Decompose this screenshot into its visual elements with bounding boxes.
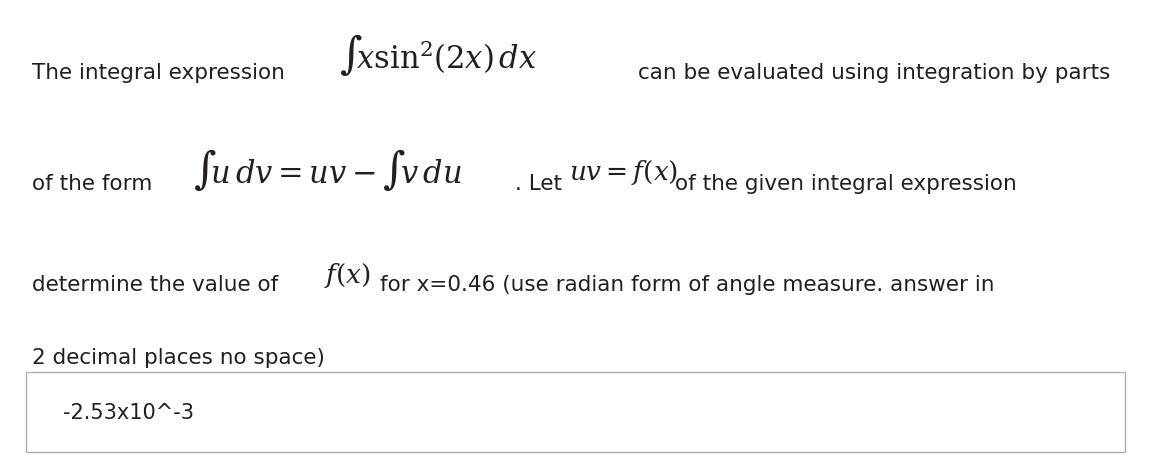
- Text: of the form: of the form: [32, 174, 153, 194]
- FancyBboxPatch shape: [26, 372, 1125, 452]
- Text: of the given integral expression: of the given integral expression: [675, 174, 1017, 194]
- Text: determine the value of: determine the value of: [32, 274, 278, 295]
- Text: $\int\! u\,dv = uv - \int\! v\,du$: $\int\! u\,dv = uv - \int\! v\,du$: [193, 147, 462, 193]
- Text: can be evaluated using integration by parts: can be evaluated using integration by pa…: [638, 63, 1111, 84]
- Text: 2 decimal places no space): 2 decimal places no space): [32, 348, 325, 368]
- Text: for x=0.46 (use radian form of angle measure. answer in: for x=0.46 (use radian form of angle mea…: [380, 274, 994, 295]
- Text: -2.53x10^-3: -2.53x10^-3: [63, 403, 194, 423]
- Text: $f(x)$: $f(x)$: [324, 261, 371, 290]
- Text: $uv = f(x)$: $uv = f(x)$: [569, 157, 678, 187]
- Text: . Let: . Let: [515, 174, 562, 194]
- Text: The integral expression: The integral expression: [32, 63, 285, 84]
- Text: $\int\! x\sin^{2}\!(2x)\,dx$: $\int\! x\sin^{2}\!(2x)\,dx$: [339, 32, 537, 78]
